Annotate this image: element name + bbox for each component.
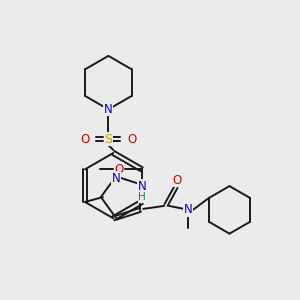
Text: H: H xyxy=(138,192,146,202)
Text: N: N xyxy=(104,103,113,116)
Text: O: O xyxy=(128,133,137,146)
Text: N: N xyxy=(138,180,147,193)
Text: O: O xyxy=(114,163,124,176)
Text: S: S xyxy=(104,133,112,146)
Text: N: N xyxy=(112,172,120,185)
Text: O: O xyxy=(80,133,89,146)
Text: O: O xyxy=(172,174,182,187)
Text: N: N xyxy=(184,203,192,216)
